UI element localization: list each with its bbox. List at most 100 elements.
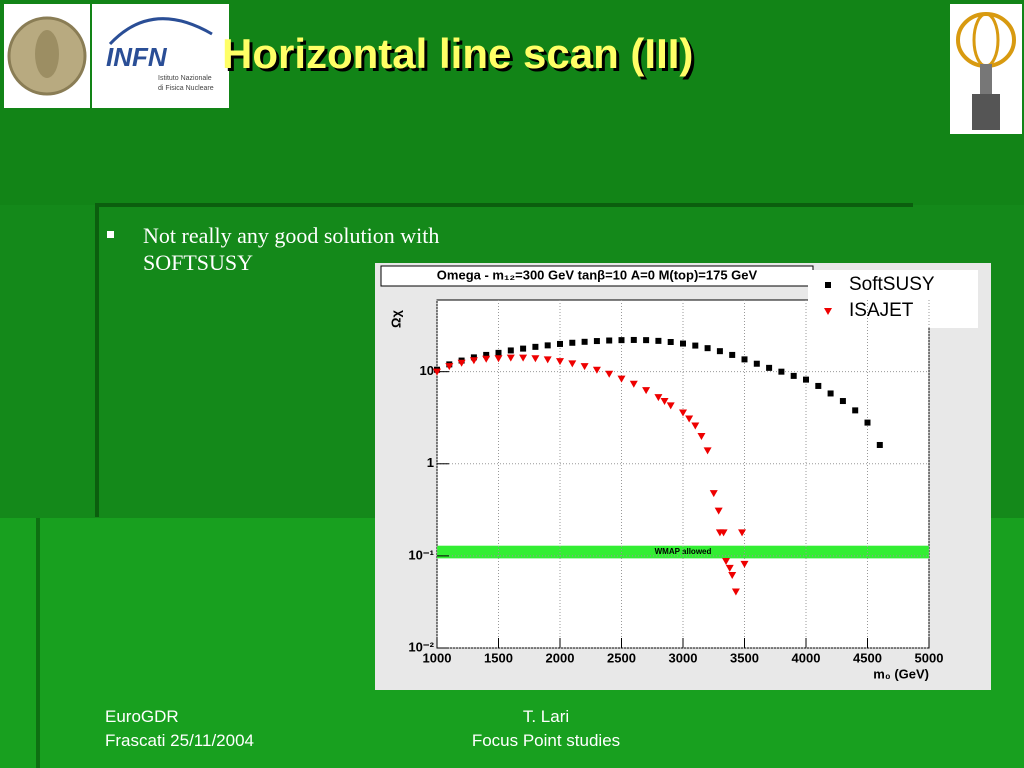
point <box>697 433 706 441</box>
point <box>679 409 687 417</box>
point <box>691 422 700 430</box>
medal-logo <box>4 4 90 108</box>
point <box>544 342 551 349</box>
point <box>729 351 736 358</box>
point <box>469 357 478 365</box>
x-tick-label: 2000 <box>546 650 575 665</box>
point <box>592 366 601 374</box>
chart-title: Omega - m₁₂=300 GeV tanβ=10 A=0 M(top)=1… <box>437 267 758 282</box>
point <box>605 370 614 378</box>
point <box>709 490 718 498</box>
slide-title: Horizontal line scan (III) <box>222 30 694 77</box>
y-tick-label: 10⁻¹ <box>408 547 434 562</box>
divider <box>95 207 99 517</box>
y-tick-label: 10 <box>420 363 434 378</box>
y-axis-label: Ωχ <box>388 310 403 328</box>
point <box>766 364 773 371</box>
divider <box>95 203 913 207</box>
point <box>728 572 737 580</box>
point <box>495 349 502 356</box>
legend-marker <box>824 308 832 315</box>
point <box>445 363 454 371</box>
point <box>520 345 527 352</box>
point <box>643 337 650 344</box>
point <box>482 355 491 363</box>
y-tick-label: 1 <box>427 455 434 470</box>
x-tick-label: 4000 <box>792 650 821 665</box>
footer-text: Frascati 25/11/2004 <box>105 731 254 750</box>
point <box>716 348 723 355</box>
x-tick-label: 1500 <box>484 650 513 665</box>
x-tick-label: 4500 <box>853 650 882 665</box>
point <box>642 387 651 395</box>
x-tick-label: 5000 <box>915 650 944 665</box>
point <box>629 380 638 388</box>
legend-marker <box>825 282 831 288</box>
point <box>704 345 711 352</box>
point <box>740 560 749 568</box>
y-tick-label: 10⁻² <box>408 639 434 654</box>
footer-text: Focus Point studies <box>471 731 621 750</box>
point <box>827 390 834 397</box>
legend <box>808 270 978 328</box>
x-tick-label: 1000 <box>423 650 452 665</box>
point <box>703 447 712 455</box>
point <box>519 354 528 362</box>
point <box>790 372 797 379</box>
point <box>714 507 723 515</box>
divider <box>36 518 40 768</box>
point <box>483 351 490 358</box>
point <box>556 358 564 366</box>
footer-text: T. Lari <box>522 707 570 726</box>
point <box>531 355 540 363</box>
point <box>719 529 728 537</box>
x-axis-label: m₀ (GeV) <box>873 666 929 681</box>
point <box>852 407 859 414</box>
legend-label: SoftSUSY <box>849 274 935 295</box>
point <box>778 368 785 375</box>
x-tick-label: 2500 <box>607 650 636 665</box>
atlas-logo <box>950 4 1022 134</box>
point <box>803 376 809 383</box>
x-tick-label: 3000 <box>669 650 698 665</box>
infn-logo: INFN Istituto Nazionale di Fisica Nuclea… <box>92 4 229 108</box>
point <box>725 564 734 572</box>
point <box>864 419 871 426</box>
point <box>685 415 694 423</box>
point <box>543 356 552 364</box>
point <box>839 398 846 405</box>
point <box>617 375 626 383</box>
point <box>557 340 563 347</box>
point <box>457 359 466 367</box>
point <box>569 339 576 346</box>
point <box>680 340 686 347</box>
legend-label: ISAJET <box>849 300 914 321</box>
point <box>630 336 637 343</box>
point <box>433 368 441 376</box>
point <box>753 360 760 367</box>
logo-sub: Istituto Nazionale <box>158 75 212 82</box>
point <box>494 355 503 363</box>
logo-sub: di Fisica Nucleare <box>158 85 214 92</box>
point <box>606 337 613 344</box>
chart: Omega - m₁₂=300 GeV tanβ=10 A=0 M(top)=1… <box>375 263 991 690</box>
point <box>738 529 747 537</box>
point <box>654 394 663 402</box>
point <box>741 356 748 363</box>
point <box>618 337 625 344</box>
bullet-text: Not really any good solution with SOFTSU… <box>143 223 440 275</box>
point <box>568 360 577 368</box>
x-tick-label: 3500 <box>730 650 759 665</box>
point <box>722 558 731 566</box>
point <box>815 382 822 389</box>
footer-text: EuroGDR <box>105 707 179 726</box>
point <box>655 337 662 344</box>
point <box>666 402 675 410</box>
point <box>667 338 674 345</box>
point <box>532 343 539 350</box>
point <box>731 588 740 596</box>
point <box>692 342 699 349</box>
point <box>660 398 669 406</box>
point <box>876 441 883 448</box>
